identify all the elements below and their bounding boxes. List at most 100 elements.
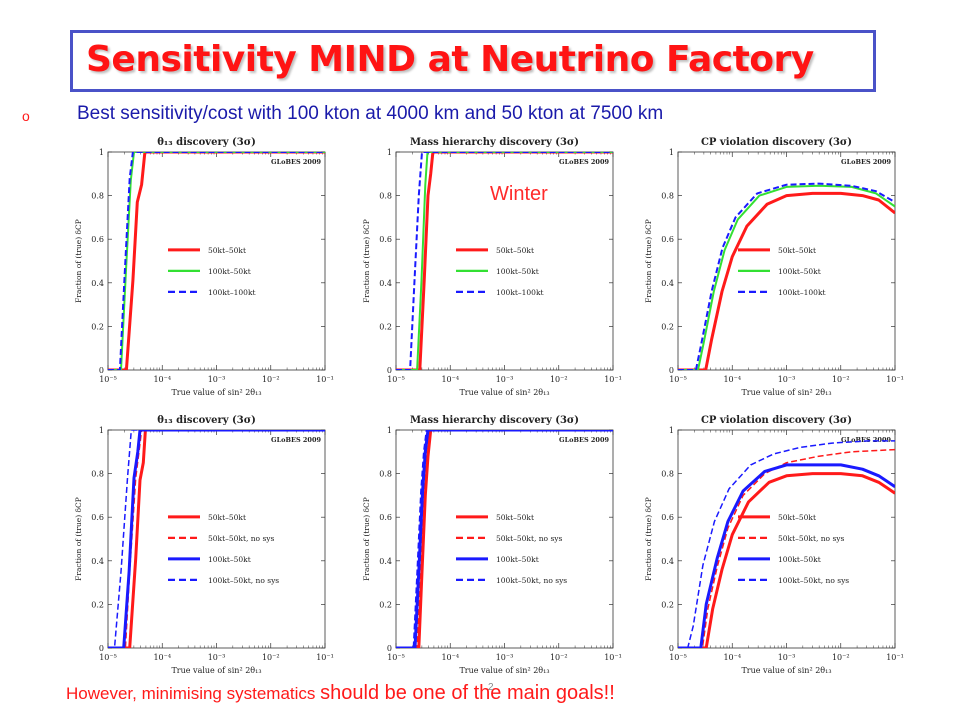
chart-panel-theta13-bottom: θ₁₃ discovery (3σ) GLoBES 2009 0 0.2 0.4 0.6 0…: [70, 410, 350, 678]
series-group: [678, 182, 895, 370]
y-axis-label: Fraction of (true) δCP: [644, 497, 653, 581]
series-line-1: [678, 184, 895, 370]
x-tick-label: 10⁻⁵: [669, 375, 687, 384]
chart-title: CP violation discovery (3σ): [701, 415, 852, 426]
globes-label: GLoBES 2009: [271, 436, 321, 444]
y-tick-label: 0.6: [661, 235, 674, 244]
y-tick-label: 0.6: [91, 513, 104, 522]
legend-label: 50kt–50kt: [778, 246, 816, 255]
title-box: Sensitivity MIND at Neutrino Factory: [70, 30, 876, 92]
y-axis-label: Fraction of (true) δCP: [362, 497, 371, 581]
y-tick-label: 0: [99, 644, 104, 653]
series-line-0: [108, 152, 325, 370]
chart-title: Mass hierarchy discovery (3σ): [410, 415, 579, 426]
chart-panel-mass-hierarchy-bottom: Mass hierarchy discovery (3σ) GLoBES 2009…: [358, 410, 638, 678]
series-line-3: [396, 430, 613, 648]
series-line-3: [678, 440, 895, 648]
y-tick-label: 0.4: [91, 279, 104, 288]
y-axis-label: Fraction of (true) δCP: [74, 219, 83, 303]
y-tick-label: 1: [99, 148, 104, 157]
x-tick-label: 10⁻¹: [886, 375, 904, 384]
y-tick-label: 0.6: [379, 513, 392, 522]
chart-svg: θ₁₃ discovery (3σ) GLoBES 2009 0 0.2 0.4 0.6 0…: [74, 415, 334, 675]
legend-label: 100kt–100kt: [496, 288, 544, 297]
x-tick-label: 10⁻²: [832, 375, 850, 384]
chart-svg: CP violation discovery (3σ) GLoBES 2009 0 0…: [644, 137, 904, 397]
chart-title: θ₁₃ discovery (3σ): [157, 137, 256, 148]
x-tick-label: 10⁻⁵: [99, 375, 117, 384]
series-line-2: [678, 182, 895, 370]
globes-label: GLoBES 2009: [841, 436, 891, 444]
y-tick-label: 0.8: [379, 470, 392, 479]
y-tick-label: 0.2: [379, 600, 392, 609]
series-line-0: [108, 430, 325, 648]
winter-label: Winter: [490, 183, 548, 205]
y-tick-label: 0.2: [91, 600, 104, 609]
series-group: [108, 152, 325, 370]
legend-label: 100kt–50kt: [208, 267, 251, 276]
y-tick-label: 0.6: [91, 235, 104, 244]
legend-label: 50kt–50kt, no sys: [778, 534, 845, 543]
y-tick-label: 0.6: [661, 513, 674, 522]
legend-label: 100kt–100kt: [208, 288, 256, 297]
legend-label: 50kt–50kt: [496, 246, 534, 255]
x-tick-label: 10⁻⁴: [153, 375, 171, 384]
chart-svg: Mass hierarchy discovery (3σ) GLoBES 2009…: [362, 415, 622, 675]
x-tick-label: 10⁻¹: [316, 653, 334, 662]
series-line-2: [678, 463, 895, 648]
x-axis-label: True value of sin² 2θ₁₃: [171, 666, 261, 675]
y-tick-label: 0: [669, 644, 674, 653]
x-tick-label: 10⁻⁴: [723, 653, 741, 662]
y-tick-label: 0.8: [661, 192, 674, 201]
series-line-3: [108, 430, 325, 648]
y-tick-label: 0: [99, 366, 104, 375]
series-line-0: [396, 152, 613, 370]
page-number: 2: [488, 682, 494, 693]
series-line-0: [396, 430, 613, 648]
chart-svg: CP violation discovery (3σ) GLoBES 2009 0 0…: [644, 415, 904, 675]
chart-title: Mass hierarchy discovery (3σ): [410, 137, 579, 148]
x-tick-label: 10⁻³: [778, 375, 796, 384]
x-tick-label: 10⁻³: [778, 653, 796, 662]
globes-label: GLoBES 2009: [271, 158, 321, 166]
legend-label: 100kt–50kt: [496, 267, 539, 276]
x-tick-label: 10⁻⁴: [441, 375, 459, 384]
x-tick-label: 10⁻¹: [886, 653, 904, 662]
chart-panel-cp-violation-top: CP violation discovery (3σ) GLoBES 2009 0 0…: [640, 132, 920, 400]
plot-frame: [107, 151, 326, 371]
x-tick-label: 10⁻³: [208, 653, 226, 662]
legend-label: 50kt–50kt: [496, 513, 534, 522]
y-tick-label: 0.2: [91, 322, 104, 331]
x-tick-label: 10⁻⁵: [669, 653, 687, 662]
x-axis-label: True value of sin² 2θ₁₃: [171, 388, 261, 397]
x-tick-label: 10⁻¹: [604, 653, 622, 662]
x-tick-label: 10⁻²: [832, 653, 850, 662]
slide-title: Sensitivity MIND at Neutrino Factory: [86, 39, 814, 80]
x-tick-label: 10⁻³: [496, 653, 514, 662]
y-tick-label: 0.4: [379, 279, 392, 288]
x-tick-label: 10⁻³: [208, 375, 226, 384]
y-axis-label: Fraction of (true) δCP: [74, 497, 83, 581]
y-tick-label: 0.8: [91, 470, 104, 479]
legend-label: 100kt–50kt, no sys: [496, 576, 567, 585]
legend-label: 100kt–100kt: [778, 288, 826, 297]
globes-label: GLoBES 2009: [559, 158, 609, 166]
y-tick-label: 0.4: [661, 279, 674, 288]
x-tick-label: 10⁻²: [262, 653, 280, 662]
footer-text-a: However, minimising systematics: [66, 684, 321, 703]
chart-title: θ₁₃ discovery (3σ): [157, 415, 256, 426]
x-tick-label: 10⁻⁵: [387, 375, 405, 384]
legend-label: 100kt–50kt: [778, 555, 821, 564]
series-group: [678, 440, 895, 648]
y-axis-label: Fraction of (true) δCP: [644, 219, 653, 303]
x-tick-label: 10⁻¹: [604, 375, 622, 384]
chart-panel-theta13-top: θ₁₃ discovery (3σ) GLoBES 2009 0 0.2 0.4 0.6 0…: [70, 132, 350, 400]
x-tick-label: 10⁻⁴: [723, 375, 741, 384]
y-tick-label: 0.4: [379, 557, 392, 566]
plot-frame: [395, 429, 614, 649]
y-tick-label: 0: [669, 366, 674, 375]
y-tick-label: 0.6: [379, 235, 392, 244]
series-line-2: [396, 430, 613, 648]
y-tick-label: 0.4: [91, 557, 104, 566]
series-group: [396, 430, 613, 648]
